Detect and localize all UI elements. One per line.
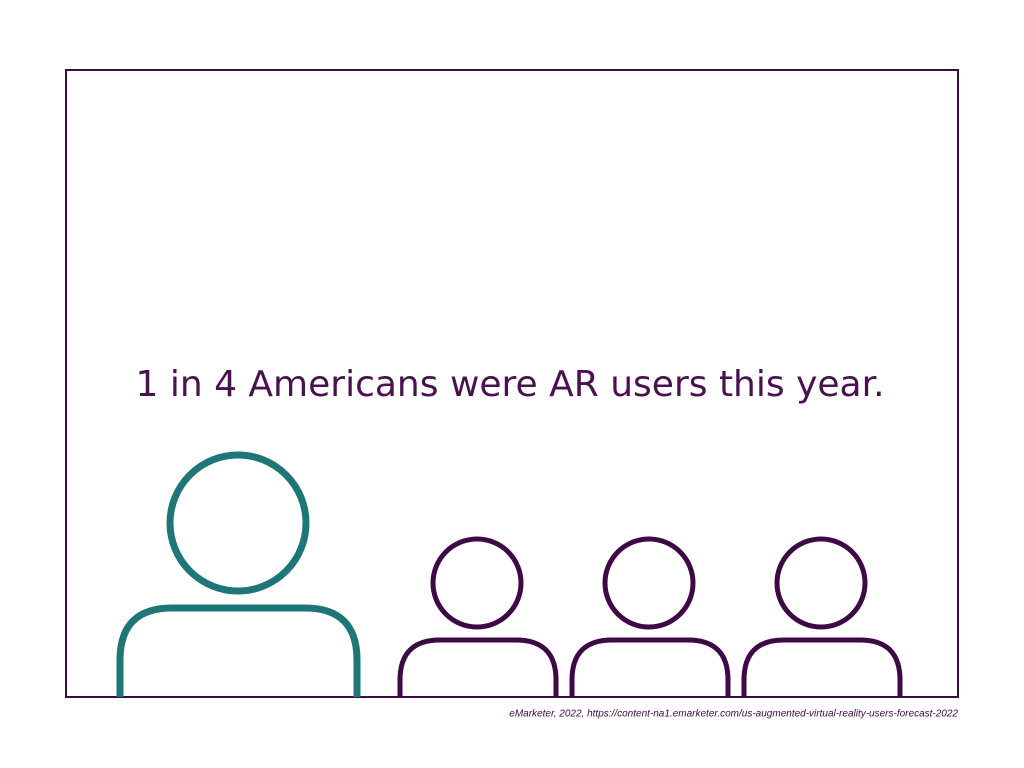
head	[166, 451, 310, 595]
headline: 1 in 4 Americans were AR users this year…	[135, 364, 884, 405]
source: eMarketer, 2022, https://content-na1.ema…	[509, 709, 958, 720]
body	[116, 604, 361, 697]
head	[602, 536, 696, 630]
highlighted-person	[116, 451, 361, 697]
other-people	[397, 536, 903, 697]
body	[569, 637, 731, 697]
head	[430, 536, 524, 630]
body	[741, 637, 903, 697]
people-icons	[116, 451, 903, 697]
frame	[65, 69, 959, 698]
body	[397, 637, 559, 697]
head	[774, 536, 868, 630]
